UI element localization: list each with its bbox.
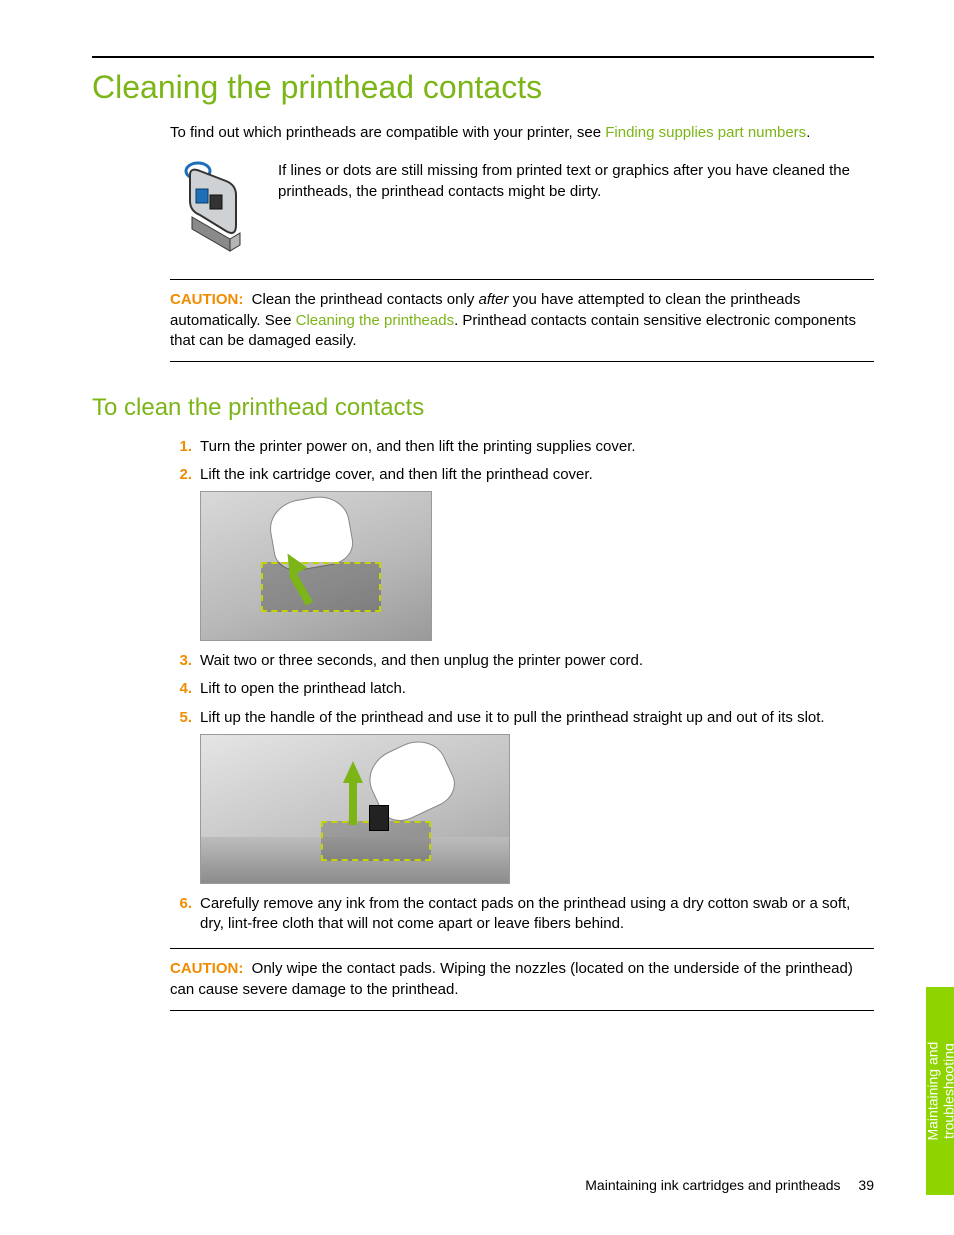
page-footer: Maintaining ink cartridges and printhead… [585,1176,874,1195]
step-text: Turn the printer power on, and then lift… [200,438,636,455]
footer-page-number: 39 [858,1177,874,1193]
caution1-rule-top [170,279,874,280]
step-item: 1. Turn the printer power on, and then l… [170,437,874,457]
step-text: Lift up the handle of the printhead and … [200,709,825,726]
intro-link[interactable]: Finding supplies part numbers [605,124,806,141]
step5-image [200,734,510,884]
caution1-label: CAUTION: [170,291,243,308]
step-number: 4. [170,679,192,699]
caution2-body: Only wipe the contact pads. Wiping the n… [170,960,853,997]
caution1-italic: after [478,291,508,308]
section-tab-label: Maintaining and troubleshooting [924,1042,954,1141]
caution1-text: CAUTION: Clean the printhead contacts on… [170,290,874,351]
step-item: 4. Lift to open the printhead latch. [170,679,874,699]
step-item: 2. Lift the ink cartridge cover, and the… [170,465,874,641]
step2-illustration [200,491,874,641]
printhead-piece [369,805,389,831]
carriage-area [261,562,381,612]
steps-list: 1. Turn the printer power on, and then l… [170,437,874,935]
caution2-label: CAUTION: [170,960,243,977]
caution-block-1: CAUTION: Clean the printhead contacts on… [170,279,874,362]
step-number: 2. [170,465,192,485]
step-number: 5. [170,708,192,728]
step-text: Lift the ink cartridge cover, and then l… [200,466,593,483]
step-number: 6. [170,894,192,914]
media-row: If lines or dots are still missing from … [170,161,874,257]
intro-post: . [806,124,810,141]
page-content: Cleaning the printhead contacts To find … [0,0,954,1011]
step-number: 1. [170,437,192,457]
page-title: Cleaning the printhead contacts [92,66,874,109]
step-text: Carefully remove any ink from the contac… [200,895,850,932]
caution1-pre: Clean the printhead contacts only [252,291,479,308]
step2-image [200,491,432,641]
caution1-link[interactable]: Cleaning the printheads [296,312,454,329]
step-item: 5. Lift up the handle of the printhead a… [170,708,874,884]
caution1-rule-bottom [170,361,874,362]
intro-pre: To find out which printheads are compati… [170,124,605,141]
caution2-rule-top [170,948,874,949]
arrow-up-icon [343,761,363,783]
tab-line2: troubleshooting [940,1043,954,1139]
tab-line1: Maintaining and [924,1042,940,1141]
step-item: 3. Wait two or three seconds, and then u… [170,651,874,671]
caution2-rule-bottom [170,1010,874,1011]
media-text: If lines or dots are still missing from … [278,161,874,202]
step5-illustration [200,734,874,884]
step-text: Lift to open the printhead latch. [200,680,406,697]
step-item: 6. Carefully remove any ink from the con… [170,894,874,935]
printhead-cartridge-icon [170,161,256,257]
caution-block-2: CAUTION: Only wipe the contact pads. Wip… [170,948,874,1011]
step-text: Wait two or three seconds, and then unpl… [200,652,643,669]
subheading: To clean the printhead contacts [92,392,874,424]
footer-section: Maintaining ink cartridges and printhead… [585,1177,840,1193]
section-tab: Maintaining and troubleshooting [926,987,954,1195]
step-number: 3. [170,651,192,671]
arrow-stem [349,781,357,825]
top-rule [92,56,874,58]
intro-paragraph: To find out which printheads are compati… [170,123,874,143]
caution2-text: CAUTION: Only wipe the contact pads. Wip… [170,959,874,1000]
